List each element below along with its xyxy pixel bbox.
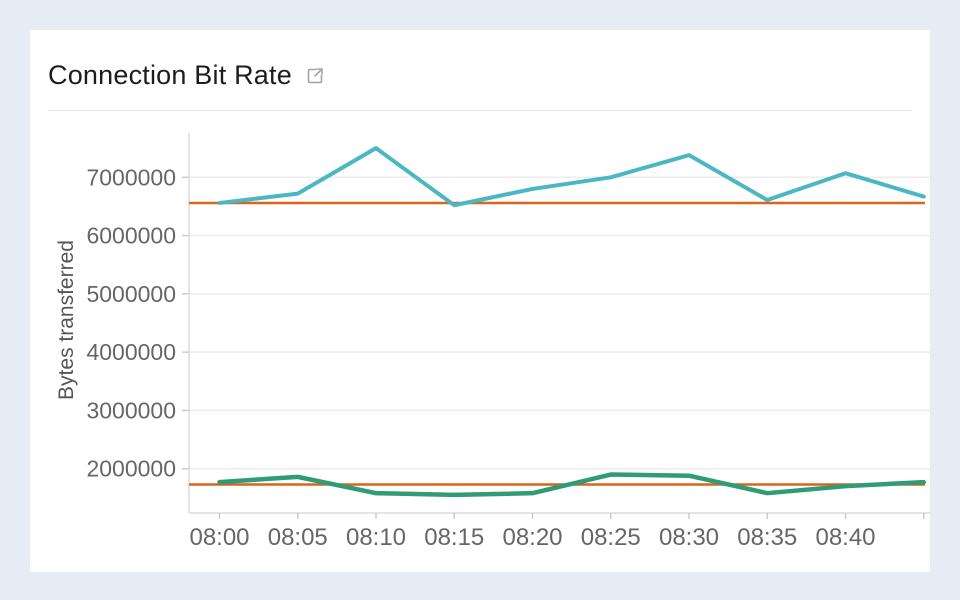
y-tick-label: 6000000 [86, 223, 176, 249]
y-tick-label: 4000000 [86, 339, 176, 365]
x-tick-label: 08:10 [346, 524, 406, 551]
line-chart: 2000000 3000000 4000000 5000000 6000000 70000… [55, 133, 930, 551]
x-tick-label: 08:35 [737, 524, 797, 551]
y-tick-label: 3000000 [86, 397, 176, 423]
chart-title: Connection Bit Rate [48, 60, 292, 90]
green-series-line [217, 472, 926, 498]
card-header: Connection Bit Rate [48, 60, 912, 91]
x-tick-label: 08:30 [659, 524, 719, 551]
y-tick-label: 7000000 [86, 164, 176, 190]
y-axis-title: Bytes transferred [55, 240, 78, 400]
header-divider [48, 110, 912, 111]
chart-area: 2000000 3000000 4000000 5000000 6000000 70000… [30, 30, 930, 572]
x-tick-label: 08:05 [268, 524, 328, 551]
chart-card: 2000000 3000000 4000000 5000000 6000000 70000… [30, 30, 930, 572]
teal-series-line [217, 146, 926, 208]
x-tick-label: 08:40 [815, 524, 875, 551]
y-tick-label: 5000000 [86, 281, 176, 307]
external-link-icon[interactable] [304, 65, 326, 87]
y-tick-label: 2000000 [86, 456, 176, 482]
x-tick-label: 08:25 [581, 524, 641, 551]
x-tick-label: 08:20 [502, 524, 562, 551]
x-tick-label: 08:00 [189, 524, 249, 551]
x-tick-label: 08:15 [424, 524, 484, 551]
